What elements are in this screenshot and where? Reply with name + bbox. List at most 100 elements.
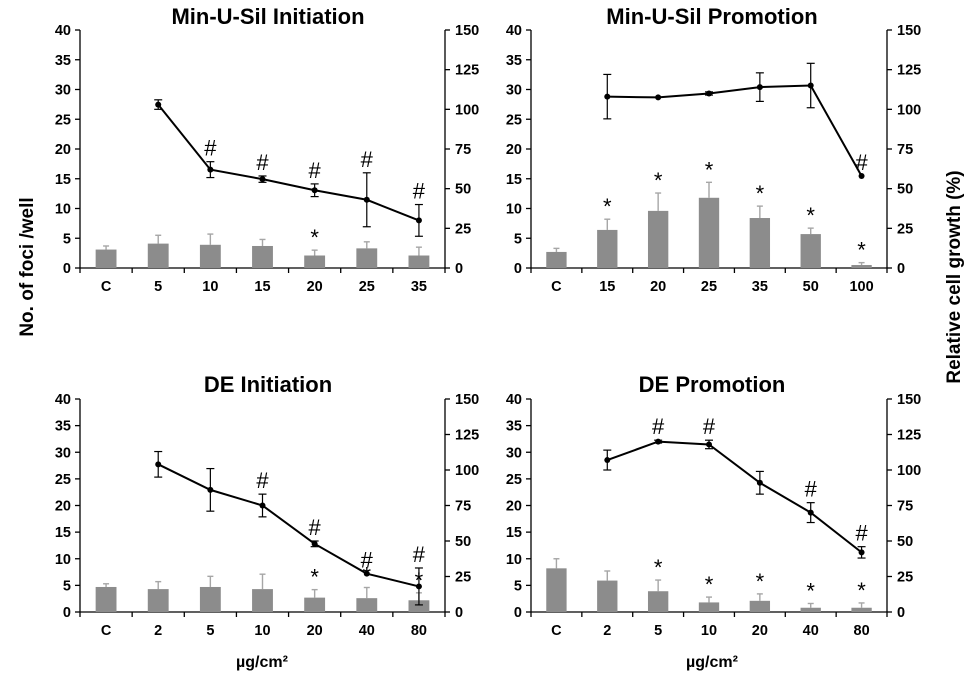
y-right-tick-label: 75 [897,499,913,515]
y-right-tick-label: 50 [897,534,913,550]
y-left-tick-label: 15 [55,525,71,541]
x-axis-label-bottom-right: µg/cm² [686,654,738,671]
x-tick-label: 40 [359,623,375,639]
x-tick-label: 20 [307,623,323,639]
bar-significance-mark: * [310,225,319,250]
y-left-tick-label: 20 [506,142,522,158]
line-point [259,502,266,509]
y-left-tick-label: 40 [55,23,71,39]
line-point [858,549,865,556]
chart-title: Min-U-Sil Initiation [171,4,364,29]
bar [647,591,669,612]
y-left-tick-label: 35 [506,53,522,69]
line-point [155,461,162,468]
y-left-tick-label: 5 [514,231,522,247]
y-left-tick-label: 35 [55,419,71,435]
line-point [363,570,370,577]
bar [408,600,430,612]
bar [597,229,618,268]
x-tick-label: 10 [254,623,270,639]
y-left-tick-label: 40 [506,392,522,408]
bar [597,580,618,612]
bar-significance-mark: * [857,238,866,263]
line-significance-mark: # [361,147,374,172]
line-point [604,457,611,464]
y-right-tick-label: 150 [897,23,921,39]
bar [199,244,221,268]
y-left-tick-label: 35 [506,419,522,435]
bar [546,251,567,268]
line-point [756,479,763,486]
chart-panel-3: DE Initiation051015202530354002550751001… [55,372,479,639]
bar-significance-mark: * [756,181,765,206]
y-left-tick-label: 0 [514,605,522,621]
y-right-tick-label: 75 [455,499,471,515]
y-left-tick-label: 25 [506,472,522,488]
bar [252,589,273,612]
y-right-tick-label: 75 [897,142,913,158]
bar-significance-mark: * [603,194,612,219]
bar [800,607,821,612]
bar [95,249,117,268]
y-right-tick-label: 0 [897,605,905,621]
line-point [706,441,712,448]
line-significance-mark: # [204,136,217,161]
bar [408,255,430,268]
y-right-tick-label: 50 [897,182,913,198]
line-point [259,176,266,183]
y-right-tick-label: 25 [897,221,913,237]
y-right-tick-label: 125 [897,63,921,79]
growth-line [606,440,863,554]
y-left-tick-label: 20 [55,499,71,515]
x-tick-label: 10 [701,623,717,639]
line-point [311,540,318,547]
x-tick-label: 25 [359,279,375,295]
x-tick-label: 25 [701,279,717,295]
line-point [604,93,611,100]
y-left-tick-label: 5 [63,578,71,594]
y-left-tick-label: 10 [506,552,522,568]
x-tick-label: 35 [752,279,768,295]
y-right-tick-label: 125 [455,428,479,444]
y-left-tick-label: 30 [55,445,71,461]
line-point [415,583,422,590]
x-tick-label: 35 [411,279,427,295]
bar-significance-mark: * [806,578,815,603]
chart-title: DE Initiation [204,372,332,397]
y-left-tick-label: 25 [506,112,522,128]
bar [851,265,872,268]
y-right-tick-label: 150 [897,392,921,408]
bar-significance-mark: * [310,565,319,590]
bar [147,243,169,268]
y-left-tick-label: 20 [55,142,71,158]
x-tick-label: 2 [154,623,162,639]
x-tick-label: 5 [206,623,214,639]
y-left-tick-label: 15 [506,172,522,188]
growth-line [607,84,863,177]
y-right-tick-label: 125 [897,428,921,444]
x-tick-label: 20 [650,279,666,295]
x-tick-label: 100 [849,279,873,295]
line-point [415,217,422,224]
y-left-tick-label: 40 [55,392,71,408]
bar [698,602,720,612]
bar [356,248,378,268]
y-right-tick-label: 100 [897,102,921,118]
line-point [807,509,814,516]
line-significance-mark: # [652,414,665,439]
line-point [655,438,662,445]
chart-panels: Min-U-Sil Initiation05101520253035400255… [55,4,921,639]
line-significance-mark: # [855,521,868,546]
line-point [706,90,712,97]
x-tick-label: 5 [154,279,162,295]
y-right-tick-label: 100 [455,463,479,479]
y-right-tick-label: 25 [455,221,471,237]
y-left-tick-label: 5 [514,578,522,594]
bar [647,210,669,268]
y-right-tick-label: 50 [455,182,471,198]
y-left-tick-label: 20 [506,499,522,515]
bar [851,607,872,612]
bar [304,255,326,268]
y-right-tick-label: 150 [455,23,479,39]
bar [749,218,771,268]
